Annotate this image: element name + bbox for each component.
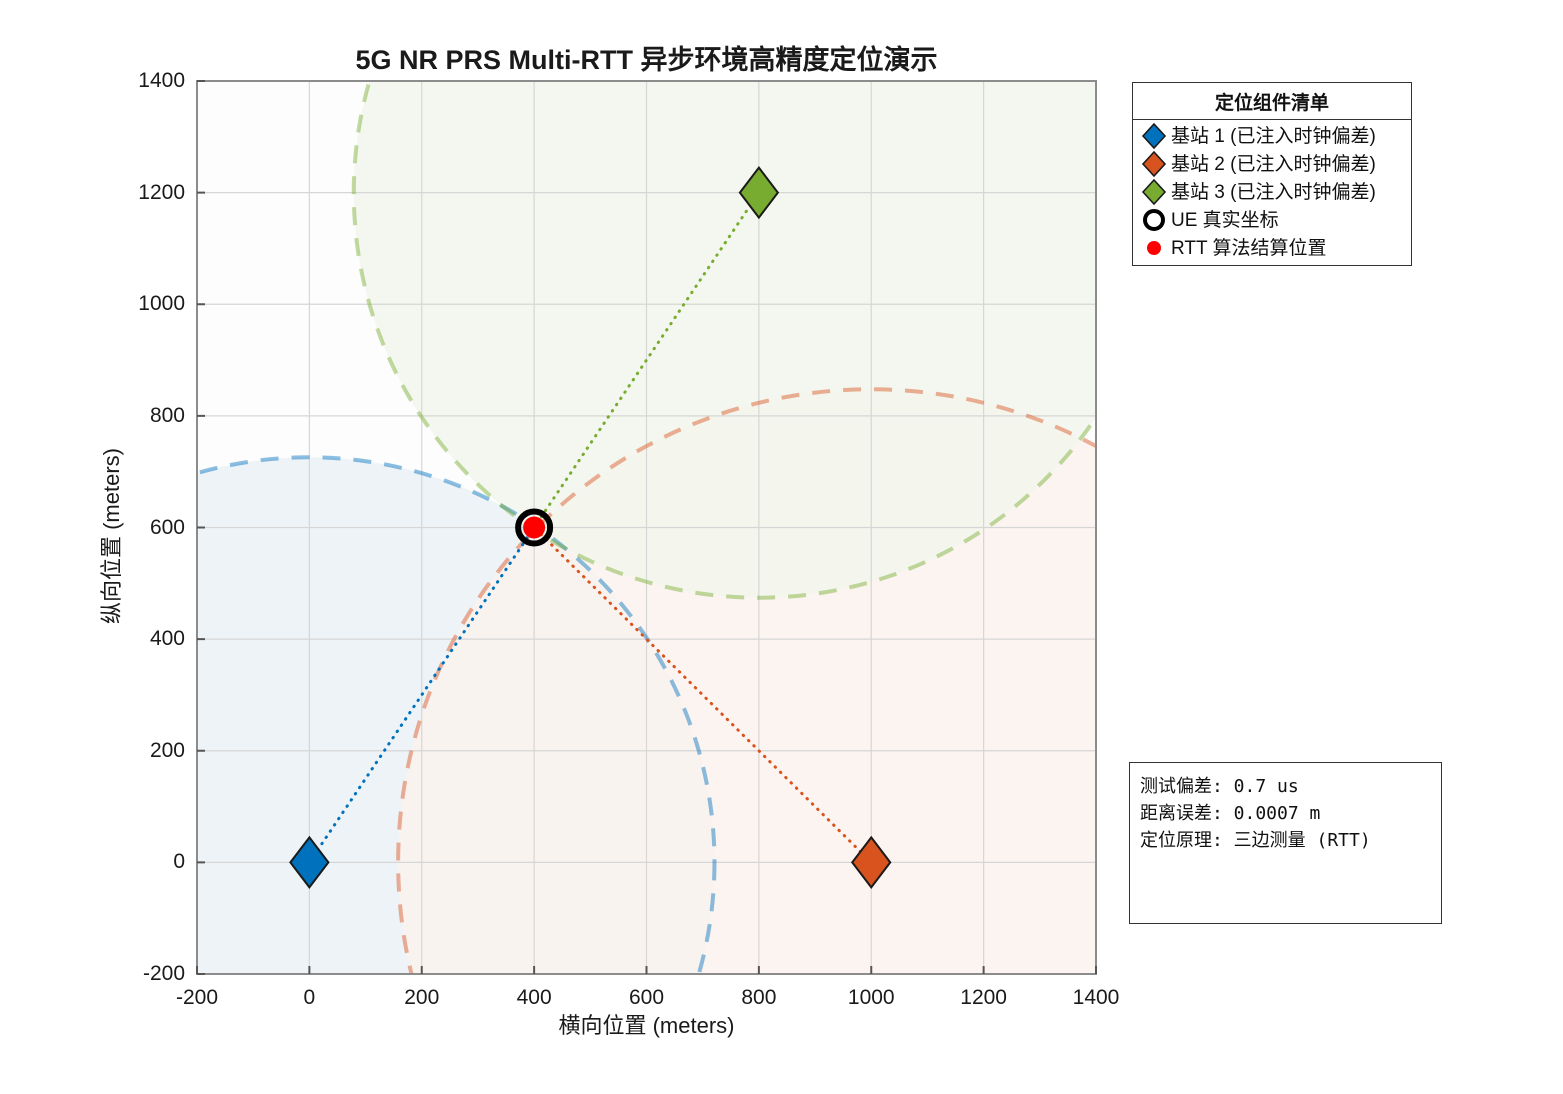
x-tick-label: 1000 xyxy=(847,986,895,1009)
data-markers xyxy=(289,165,892,890)
legend-box: 定位组件清单 基站 1 (已注入时钟偏差) 基站 2 (已注入时钟偏差) 基站 3 … xyxy=(1132,82,1412,266)
legend-item-label: UE 真实坐标 xyxy=(1171,209,1279,231)
legend-item[interactable]: 基站 3 (已注入时钟偏差) xyxy=(1133,178,1411,206)
info-line-test-offset: 测试偏差: 0.7 us xyxy=(1140,776,1299,797)
connector-lines xyxy=(307,191,873,864)
legend-item-label: 基站 1 (已注入时钟偏差) xyxy=(1171,125,1376,147)
diamond-icon xyxy=(1137,178,1171,206)
x-tick-label: 0 xyxy=(303,986,316,1009)
info-line-range-error: 距离误差: 0.0007 m xyxy=(1140,803,1321,824)
y-tick-label: 1200 xyxy=(138,180,185,204)
x-tick-label: 1200 xyxy=(960,986,1007,1009)
filled-dot-icon xyxy=(1137,234,1171,262)
legend-item[interactable]: 基站 2 (已注入时钟偏差) xyxy=(1133,150,1411,178)
y-tick-label: 400 xyxy=(149,627,185,651)
x-tick-label: 600 xyxy=(628,986,665,1009)
y-tick-label: 200 xyxy=(149,738,185,762)
x-tick-label: 800 xyxy=(741,986,777,1009)
legend-item-label: 基站 2 (已注入时钟偏差) xyxy=(1171,153,1376,175)
legend-item[interactable]: 基站 1 (已注入时钟偏差) xyxy=(1133,122,1411,150)
legend-item-label: RTT 算法结算位置 xyxy=(1171,237,1327,259)
x-tick-label: -200 xyxy=(175,986,219,1009)
x-tick-label: 200 xyxy=(404,986,440,1009)
y-tick-label: 1400 xyxy=(138,69,185,92)
legend-item[interactable]: UE 真实坐标 xyxy=(1133,206,1411,234)
y-axis-label: 纵向位置 (meters) xyxy=(99,448,124,625)
chart-title: 5G NR PRS Multi-RTT 异步环境高精度定位演示 xyxy=(355,45,938,75)
y-tick-label: 800 xyxy=(149,403,185,427)
y-tick-label: 0 xyxy=(173,850,185,874)
x-tick-label: 1400 xyxy=(1072,986,1120,1009)
y-tick-label: -200 xyxy=(142,962,185,985)
x-tick-label: 400 xyxy=(516,986,552,1009)
diamond-icon xyxy=(1137,150,1171,178)
y-tick-label: 1000 xyxy=(138,292,185,316)
x-axis-label: 横向位置 (meters) xyxy=(558,1013,735,1038)
y-tick-label: 600 xyxy=(149,515,185,539)
info-box: 测试偏差: 0.7 us 距离误差: 0.0007 m 定位原理: 三边测量 (… xyxy=(1129,762,1442,924)
range-circle-fills xyxy=(197,81,1096,974)
circle-outline-icon xyxy=(1137,206,1171,234)
legend-item[interactable]: RTT 算法结算位置 xyxy=(1133,234,1411,262)
tick-marks xyxy=(196,80,1097,975)
range-circle-edges xyxy=(197,81,1096,974)
legend-item-label: 基站 3 (已注入时钟偏差) xyxy=(1171,181,1376,203)
legend-item-list: 基站 1 (已注入时钟偏差) 基站 2 (已注入时钟偏差) 基站 3 (已注入时钟偏… xyxy=(1133,120,1411,265)
diamond-icon xyxy=(1137,122,1171,150)
info-line-principle: 定位原理: 三边测量 (RTT) xyxy=(1140,830,1371,851)
legend-title: 定位组件清单 xyxy=(1133,83,1411,120)
